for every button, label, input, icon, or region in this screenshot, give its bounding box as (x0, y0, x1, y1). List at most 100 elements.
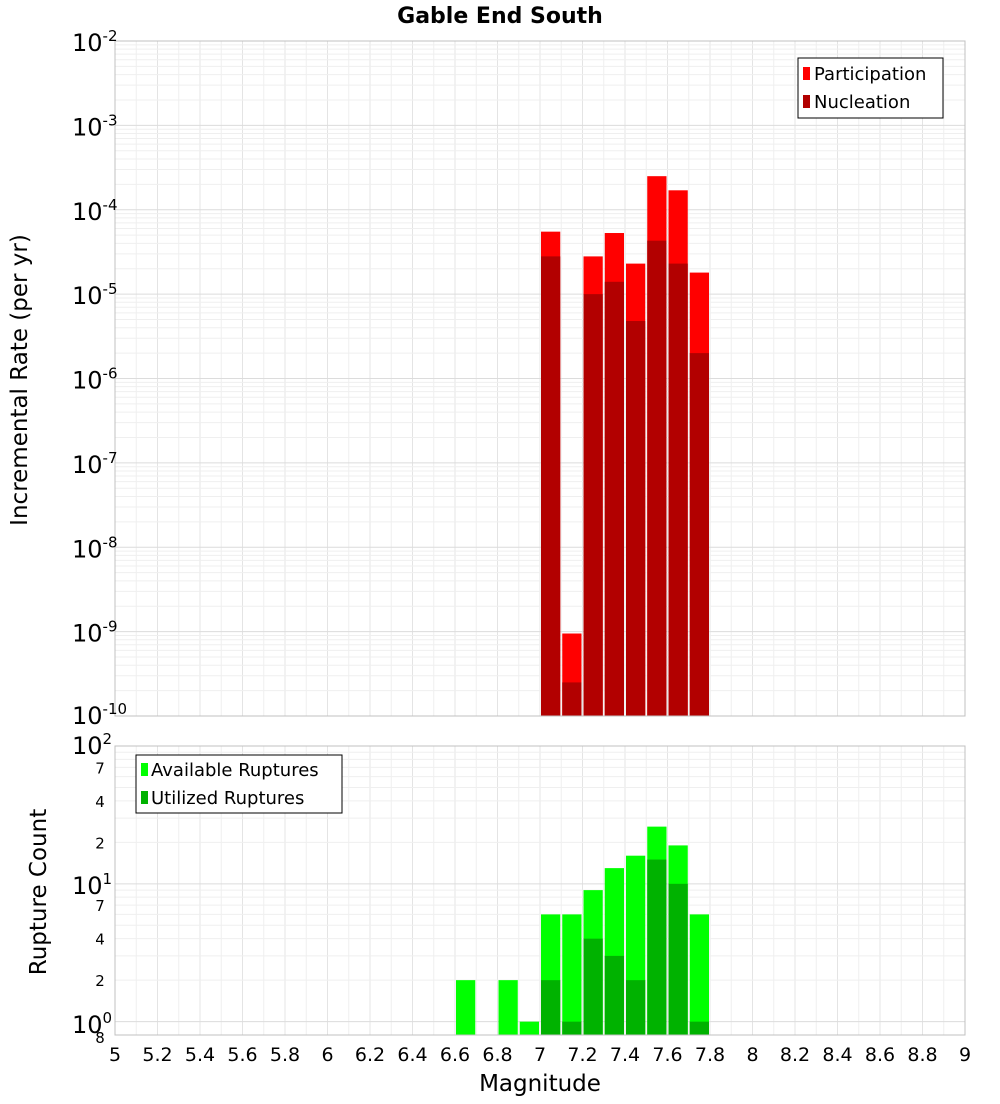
utilized-ruptures-bar (668, 883, 688, 1035)
bottom-bars (456, 826, 709, 1035)
x-tick-label: 7.8 (695, 1044, 725, 1066)
tick-base: 10 (72, 732, 103, 760)
top-plot-gridlines (114, 41, 966, 717)
nucleation-bar (626, 321, 646, 716)
bottom-y-major-tick-label: 102 (72, 730, 112, 760)
top-y-tick-label: 10-2 (72, 27, 118, 57)
bottom-y-major-tick-label: 101 (72, 870, 112, 900)
top-plot-frame (114, 40, 966, 717)
x-tick-label: 6.8 (482, 1044, 512, 1066)
bottom-legend-label: Utilized Ruptures (151, 788, 304, 809)
x-tick-label: 8.4 (822, 1044, 852, 1066)
x-tick-label: 5.4 (185, 1044, 215, 1066)
x-axis-label: Magnitude (479, 1071, 601, 1097)
bottom-plot-frame (114, 745, 966, 1036)
x-tick-labels: 5 5.2 5.4 5.6 5.8 6 6.2 6.4 6.6 6.8 7 7.2 7.4 7.6 7.8 8… (109, 1044, 971, 1066)
bottom-y-axis-label: Rupture Count (26, 809, 52, 975)
x-tick-label: 6.4 (397, 1044, 427, 1066)
x-tick-label: 8.8 (907, 1044, 937, 1066)
utilized-ruptures-bar (562, 1021, 582, 1035)
tick-exponent: 1 (103, 870, 113, 888)
nucleation-bar (541, 256, 561, 716)
tick-base: 10 (72, 702, 103, 730)
utilized-ruptures-bar (626, 980, 646, 1035)
bottom-y-minor-tick-label: 8 (95, 1029, 105, 1047)
bottom-y-minor-tick-label: 2 (95, 972, 105, 990)
bottom-y-minor-tick-label: 4 (95, 931, 105, 949)
tick-exponent: -10 (103, 700, 128, 718)
available-ruptures-bar (562, 914, 582, 1035)
bottom-legend-box (135, 754, 343, 814)
bottom-y-minor-tick-label: 7 (95, 897, 105, 915)
x-tick-label: 8 (746, 1044, 758, 1066)
tick-exponent: -5 (103, 280, 118, 298)
tick-exponent: -8 (103, 533, 118, 551)
top-y-tick-label: 10-6 (72, 365, 118, 395)
utilized-ruptures-bar (541, 980, 561, 1035)
x-tick-label: 5.8 (270, 1044, 300, 1066)
nucleation-bar (583, 294, 603, 716)
top-legend-label: Participation (814, 64, 926, 85)
tick-base: 10 (72, 282, 103, 310)
x-tick-label: 9 (959, 1044, 971, 1066)
x-tick-label: 7 (534, 1044, 546, 1066)
top-legend: Participation Nucleation (797, 57, 944, 119)
utilized-ruptures-bar (689, 1021, 709, 1035)
top-legend-swatch (803, 67, 810, 80)
top-bars (541, 176, 709, 717)
tick-base: 10 (72, 198, 103, 226)
nucleation-bar (604, 281, 624, 716)
utilized-ruptures-bar (583, 938, 603, 1035)
available-ruptures-bar (498, 980, 518, 1035)
x-tick-label: 7.6 (652, 1044, 682, 1066)
top-y-tick-label: 10-5 (72, 280, 118, 310)
tick-exponent: -2 (103, 27, 118, 45)
x-tick-label: 6 (321, 1044, 333, 1066)
top-y-tick-labels: 10-210-310-410-510-610-710-810-910-10 (72, 27, 127, 730)
tick-base: 10 (72, 1011, 103, 1039)
x-tick-label: 5.6 (227, 1044, 257, 1066)
top-y-tick-label: 10-8 (72, 533, 118, 563)
tick-base: 10 (72, 451, 103, 479)
bottom-legend-label: Available Ruptures (151, 760, 319, 781)
utilized-ruptures-bar (647, 859, 667, 1035)
nucleation-bar (668, 263, 688, 716)
tick-exponent: -4 (103, 196, 118, 214)
tick-base: 10 (72, 535, 103, 563)
bottom-legend-swatch (141, 791, 148, 804)
x-tick-label: 8.6 (865, 1044, 895, 1066)
top-y-tick-label: 10-10 (72, 700, 127, 730)
tick-exponent: 0 (103, 1009, 113, 1027)
utilized-ruptures-bar (604, 955, 624, 1035)
tick-base: 10 (72, 872, 103, 900)
top-y-tick-label: 10-9 (72, 618, 118, 648)
x-tick-label: 5.2 (142, 1044, 172, 1066)
top-legend-swatch (803, 95, 810, 108)
top-y-tick-label: 10-7 (72, 449, 118, 479)
top-legend-label: Nucleation (814, 92, 910, 113)
x-tick-label: 8.2 (780, 1044, 810, 1066)
top-y-tick-label: 10-4 (72, 196, 118, 226)
bottom-y-major-tick-label: 100 (72, 1009, 112, 1039)
tick-exponent: -9 (103, 618, 118, 636)
tick-base: 10 (72, 367, 103, 395)
x-tick-label: 5 (109, 1044, 121, 1066)
top-y-tick-label: 10-3 (72, 111, 118, 141)
available-ruptures-bar (519, 1021, 539, 1035)
tick-exponent: -6 (103, 365, 118, 383)
tick-exponent: -3 (103, 111, 118, 129)
tick-base: 10 (72, 620, 103, 648)
bottom-y-minor-tick-label: 7 (95, 759, 105, 777)
nucleation-bar (562, 682, 582, 716)
x-tick-label: 7.4 (610, 1044, 640, 1066)
x-tick-label: 6.2 (355, 1044, 385, 1066)
tick-exponent: -7 (103, 449, 118, 467)
bottom-y-minor-tick-label: 4 (95, 793, 105, 811)
tick-base: 10 (72, 113, 103, 141)
x-tick-label: 6.6 (440, 1044, 470, 1066)
tick-base: 10 (72, 29, 103, 57)
chart-title: Gable End South (397, 4, 603, 29)
